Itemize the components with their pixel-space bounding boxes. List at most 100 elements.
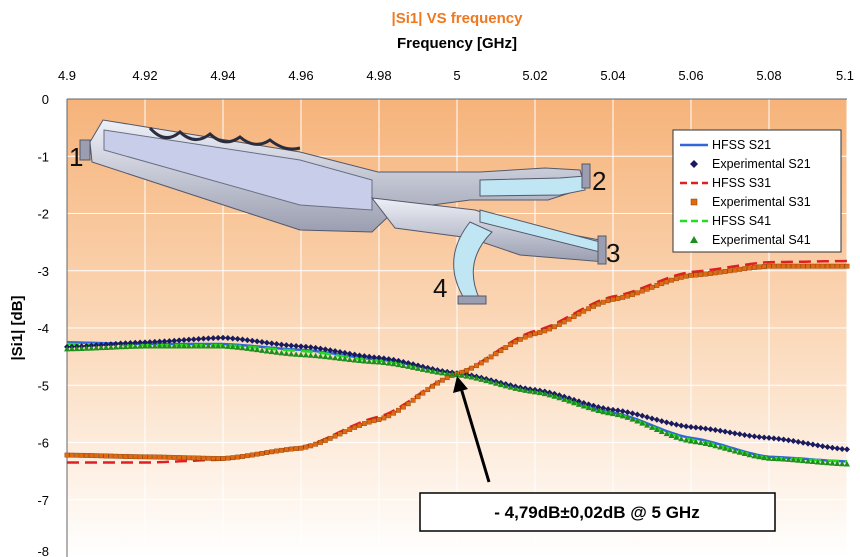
- data-point: [673, 434, 680, 440]
- data-point: [814, 459, 821, 465]
- data-point: [771, 263, 777, 269]
- data-point: [707, 441, 714, 448]
- data-point: [137, 339, 144, 346]
- data-point: [152, 454, 158, 460]
- data-point: [600, 299, 606, 305]
- data-point: [317, 345, 324, 352]
- port-label-1: 1: [69, 142, 83, 172]
- data-point: [278, 341, 285, 348]
- arrow-head-icon: [453, 376, 468, 393]
- data-point: [751, 452, 758, 459]
- data-point: [229, 343, 236, 350]
- data-point: [478, 360, 484, 366]
- legend-item: HFSS S31: [680, 176, 771, 190]
- data-point: [146, 339, 153, 346]
- data-point: [195, 335, 202, 342]
- data-point: [112, 340, 119, 347]
- data-point: [736, 449, 743, 455]
- data-point: [454, 371, 460, 378]
- data-point: [712, 427, 719, 434]
- data-point: [737, 266, 743, 272]
- data-point: [142, 339, 148, 346]
- data-point: [351, 351, 358, 358]
- data-point: [449, 371, 456, 377]
- data-point: [186, 455, 192, 461]
- legend-label: HFSS S31: [712, 176, 771, 190]
- data-point: [239, 344, 246, 351]
- data-point: [668, 420, 675, 427]
- data-point: [815, 263, 821, 269]
- data-point: [825, 263, 830, 269]
- data-point: [703, 271, 709, 277]
- data-point: [395, 361, 402, 368]
- data-point: [240, 454, 245, 459]
- legend-item: Experimental S41: [690, 233, 811, 247]
- data-point: [600, 405, 607, 412]
- data-point: [761, 434, 768, 441]
- data-point: [610, 296, 616, 302]
- legend-swatch: [690, 236, 698, 243]
- data-point: [215, 456, 221, 461]
- data-point: [395, 357, 402, 364]
- data-point: [517, 336, 523, 342]
- data-point: [537, 330, 543, 335]
- data-point: [575, 401, 582, 407]
- data-point: [756, 434, 763, 441]
- data-point: [659, 281, 665, 287]
- data-point: [146, 343, 153, 349]
- data-point: [576, 311, 582, 317]
- data-point: [722, 269, 728, 274]
- data-point: [332, 354, 339, 361]
- data-point: [692, 424, 699, 431]
- data-point: [561, 319, 567, 325]
- data-point: [780, 436, 787, 443]
- data-point: [215, 334, 222, 341]
- data-point: [844, 446, 850, 453]
- data-point: [268, 348, 275, 355]
- x-tick-label: 4.96: [288, 68, 313, 83]
- data-point: [93, 453, 99, 459]
- data-point: [624, 414, 631, 420]
- y-tick-label: -8: [37, 544, 49, 557]
- data-point: [809, 441, 816, 448]
- legend-swatch: [690, 160, 698, 168]
- data-point: [346, 356, 353, 362]
- data-point: [614, 407, 621, 414]
- data-point: [196, 455, 202, 461]
- data-point: [117, 343, 124, 350]
- data-point: [268, 340, 275, 347]
- data-point: [844, 461, 850, 467]
- data-point: [775, 435, 782, 442]
- data-point: [424, 367, 431, 373]
- data-point: [809, 458, 816, 465]
- data-point: [658, 418, 665, 425]
- data-point: [366, 358, 373, 364]
- data-point: [731, 448, 738, 454]
- data-point: [171, 337, 178, 344]
- annotation-arrow: [459, 387, 491, 483]
- data-point: [371, 358, 378, 365]
- data-point: [702, 440, 709, 446]
- data-point: [420, 390, 426, 396]
- data-point: [580, 403, 587, 409]
- data-point: [181, 343, 187, 349]
- data-point: [132, 454, 138, 460]
- data-point: [547, 326, 553, 332]
- data-point: [639, 288, 645, 294]
- data-point: [658, 428, 665, 435]
- data-point: [649, 415, 655, 422]
- data-point: [224, 335, 231, 342]
- waveguide-device-image: 1 2 3 4: [69, 119, 620, 305]
- data-point: [132, 343, 139, 349]
- data-point: [493, 351, 499, 357]
- data-point: [790, 438, 797, 445]
- data-point: [683, 437, 690, 443]
- data-point: [307, 352, 314, 358]
- data-point: [707, 426, 714, 433]
- data-point: [717, 444, 724, 450]
- data-point: [318, 440, 323, 445]
- x-tick-label: 5.1: [836, 68, 854, 83]
- data-point: [502, 382, 509, 389]
- data-point: [190, 343, 197, 349]
- annotation-text: - 4,79dB±0,02dB @ 5 GHz: [494, 503, 699, 522]
